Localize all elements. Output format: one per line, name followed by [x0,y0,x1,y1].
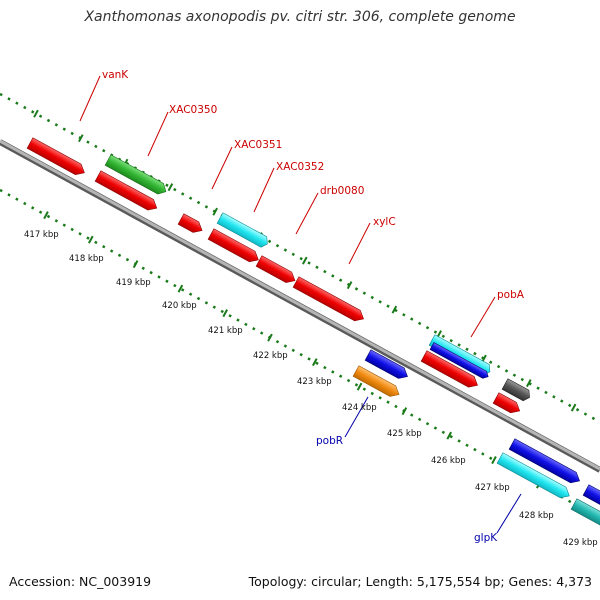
tick-mark [88,235,94,244]
gene-right-blue[interactable] [582,484,600,512]
outer-ticks [33,109,577,412]
gene-XAC0350[interactable] [104,154,169,197]
tick-label: 420 kbp [162,301,197,311]
tick-mark [302,256,308,265]
tick-label: 427 kbp [475,483,510,493]
tick-mark [401,407,408,416]
genes [26,137,600,528]
tick-mark [526,379,532,388]
tick-label: 417 kbp [24,230,59,240]
gene-glpK-blue[interactable] [508,438,582,486]
tick-mark [212,207,218,216]
tick-label: 421 kbp [208,326,243,336]
gene-XAC0352[interactable] [216,212,270,249]
tick-mark [33,109,39,118]
gene-XAC0351[interactable] [177,213,205,236]
gene-glpK[interactable] [496,452,572,501]
tick-mark [222,309,228,318]
leader-lines [79,75,522,534]
genome-summary-text: Topology: circular; Length: 5,175,554 bp… [248,574,592,589]
tick-label: 423 kbp [297,377,332,387]
label-glpK[interactable]: glpK [474,532,498,544]
tick-label: 429 kbp [563,538,598,548]
tick-mark [391,305,398,314]
label-XAC0351[interactable]: XAC0351 [234,139,282,151]
gene-pobR-blue[interactable] [364,349,410,382]
label-XAC0352[interactable]: XAC0352 [276,161,324,173]
gene-drb0080-a[interactable] [207,228,261,265]
map-title: Xanthomonas axonopodis pv. citri str. 30… [84,9,516,25]
label-xylC[interactable]: xylC [373,216,396,228]
gene-gray[interactable] [501,378,532,403]
tick-label: 422 kbp [253,351,288,361]
tick-label: 419 kbp [116,278,151,288]
gene-xylC[interactable] [292,276,366,324]
tick-mark [446,431,452,440]
label-pobR[interactable]: pobR [316,435,343,447]
tick-mark [356,382,363,391]
gene-labels: vanK XAC0350 XAC0351 XAC0352 drb0080 xyl… [102,69,525,544]
tick-mark [167,183,174,192]
tick-mark [570,403,577,412]
tick-label: 424 kbp [342,403,377,413]
gene-XAC0350-b[interactable] [94,170,160,214]
label-vanK[interactable]: vanK [102,69,129,81]
gene-pobR[interactable] [352,365,402,400]
tick-label: 425 kbp [387,429,422,439]
gene-small-red[interactable] [492,392,522,416]
gene-pobA-blue[interactable] [429,342,490,380]
gene-vanK[interactable] [26,137,87,178]
tick-label: 426 kbp [431,456,466,466]
tick-mark [491,456,497,465]
accession-text: Accession: NC_003919 [9,574,152,589]
tick-label: 418 kbp [69,254,104,264]
tick-mark [132,260,139,269]
gene-right-teal[interactable] [570,498,600,528]
tick-mark [346,281,353,290]
tick-labels: 417 kbp 418 kbp 419 kbp 420 kbp 421 kbp … [24,230,598,548]
tick-label: 428 kbp [519,511,554,521]
tick-mark [267,333,273,342]
gene-pobA-red[interactable] [420,350,480,391]
label-pobA[interactable]: pobA [497,289,525,301]
label-XAC0350[interactable]: XAC0350 [169,104,217,116]
tick-mark [312,358,318,367]
tick-mark [43,211,49,220]
label-drb0080[interactable]: drb0080 [320,185,364,197]
gene-drb0080-b[interactable] [255,255,298,286]
backbone-line [0,139,600,471]
tick-mark [177,284,184,293]
tick-mark [78,134,84,143]
